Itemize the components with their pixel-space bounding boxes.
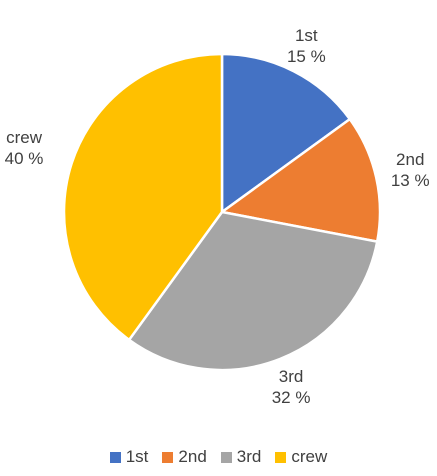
slice-label-2nd: 2nd 13 %	[391, 149, 430, 191]
pie-slice-2nd	[220, 117, 382, 243]
legend-label-2nd: 2nd	[178, 447, 207, 466]
legend-item-crew: crew	[275, 447, 327, 467]
slice-label-1st: 1st 15 %	[287, 25, 326, 67]
pie-chart	[62, 52, 382, 372]
pie-slice-3rd	[127, 210, 379, 372]
slice-label-1st-value: 15 %	[286, 47, 326, 67]
legend-swatch-3rd	[220, 451, 232, 463]
pie-slice-crew	[62, 52, 224, 342]
legend-item-3rd: 3rd	[220, 447, 262, 467]
slice-label-3rd-category: 3rd	[278, 366, 304, 386]
chart-legend: 1st 2nd 3rd crew	[0, 447, 437, 467]
legend-label-3rd: 3rd	[236, 447, 262, 466]
legend-swatch-crew	[275, 451, 287, 463]
legend-item-1st: 1st	[109, 447, 149, 467]
slice-label-crew-value: 40 %	[4, 148, 44, 168]
slice-label-crew: crew 40 %	[5, 127, 44, 169]
slice-label-2nd-value: 13 %	[390, 170, 430, 190]
legend-label-crew: crew	[291, 447, 328, 466]
slice-label-crew-category: crew	[6, 127, 42, 147]
legend-label-1st: 1st	[125, 447, 149, 466]
pie-slice-1st	[220, 52, 352, 214]
legend-swatch-2nd	[162, 451, 174, 463]
slice-label-1st-category: 1st	[294, 26, 318, 46]
slice-label-3rd-value: 32 %	[271, 387, 311, 407]
legend-item-2nd: 2nd	[162, 447, 207, 467]
slice-label-3rd: 3rd 32 %	[272, 366, 311, 408]
legend-swatch-1st	[109, 451, 121, 463]
slice-label-2nd-category: 2nd	[396, 149, 425, 169]
